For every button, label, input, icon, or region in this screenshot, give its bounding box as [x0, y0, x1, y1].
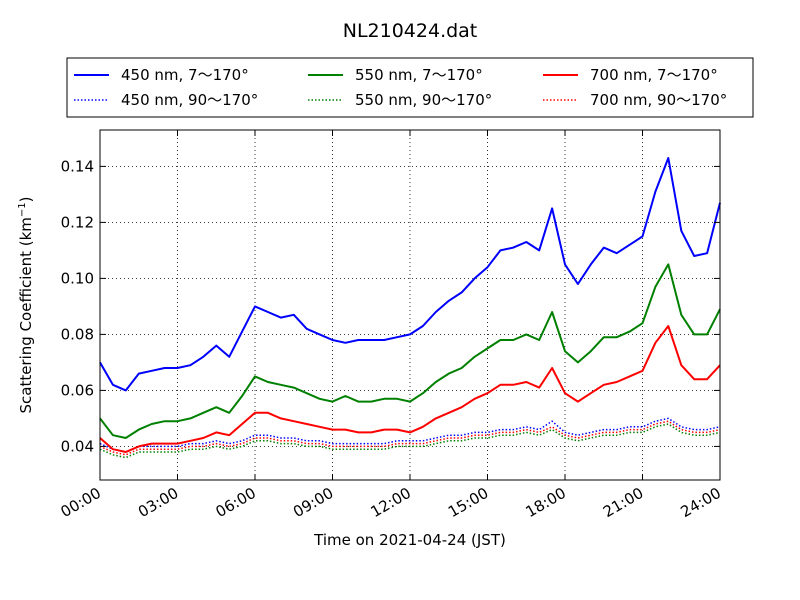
legend-frame — [66, 57, 754, 118]
series-line — [99, 420, 721, 456]
grid — [100, 130, 720, 480]
series-layer — [99, 157, 721, 459]
legend-label: 450 nm, 7～170° — [121, 66, 249, 84]
legend-label: 700 nm, 90～170° — [590, 91, 727, 109]
legend: 450 nm, 7～170° 550 nm, 7～170° 700 nm, 7～17… — [66, 57, 754, 118]
legend-label: 550 nm, 90～170° — [355, 91, 492, 109]
series-line — [99, 263, 721, 439]
series-line — [99, 417, 721, 453]
y-tick-label: 0.10 — [61, 269, 94, 287]
legend-label: 550 nm, 7～170° — [355, 66, 483, 84]
series-line — [99, 325, 721, 453]
y-tick-label: 0.06 — [61, 381, 94, 399]
x-axis-label: Time on 2021-04-24 (JST) — [313, 531, 506, 549]
y-tick-label: 0.04 — [61, 437, 94, 455]
legend-label: 450 nm, 90～170° — [121, 91, 258, 109]
y-tick-label: 0.12 — [61, 213, 94, 231]
y-axis-label-text: Scattering Coefficient (km — [17, 217, 35, 413]
y-axis-label-close: ) — [17, 196, 35, 202]
series-line — [99, 423, 721, 459]
y-axis-label: Scattering Coefficient (km−1) — [17, 196, 35, 413]
y-axis-label-sup: −1 — [17, 202, 28, 217]
legend-label: 700 nm, 7～170° — [590, 66, 718, 84]
chart-title: NL210424.dat — [343, 20, 478, 42]
y-tick-label: 0.08 — [61, 325, 94, 343]
series-line — [99, 157, 721, 392]
y-tick-label: 0.14 — [61, 157, 94, 175]
